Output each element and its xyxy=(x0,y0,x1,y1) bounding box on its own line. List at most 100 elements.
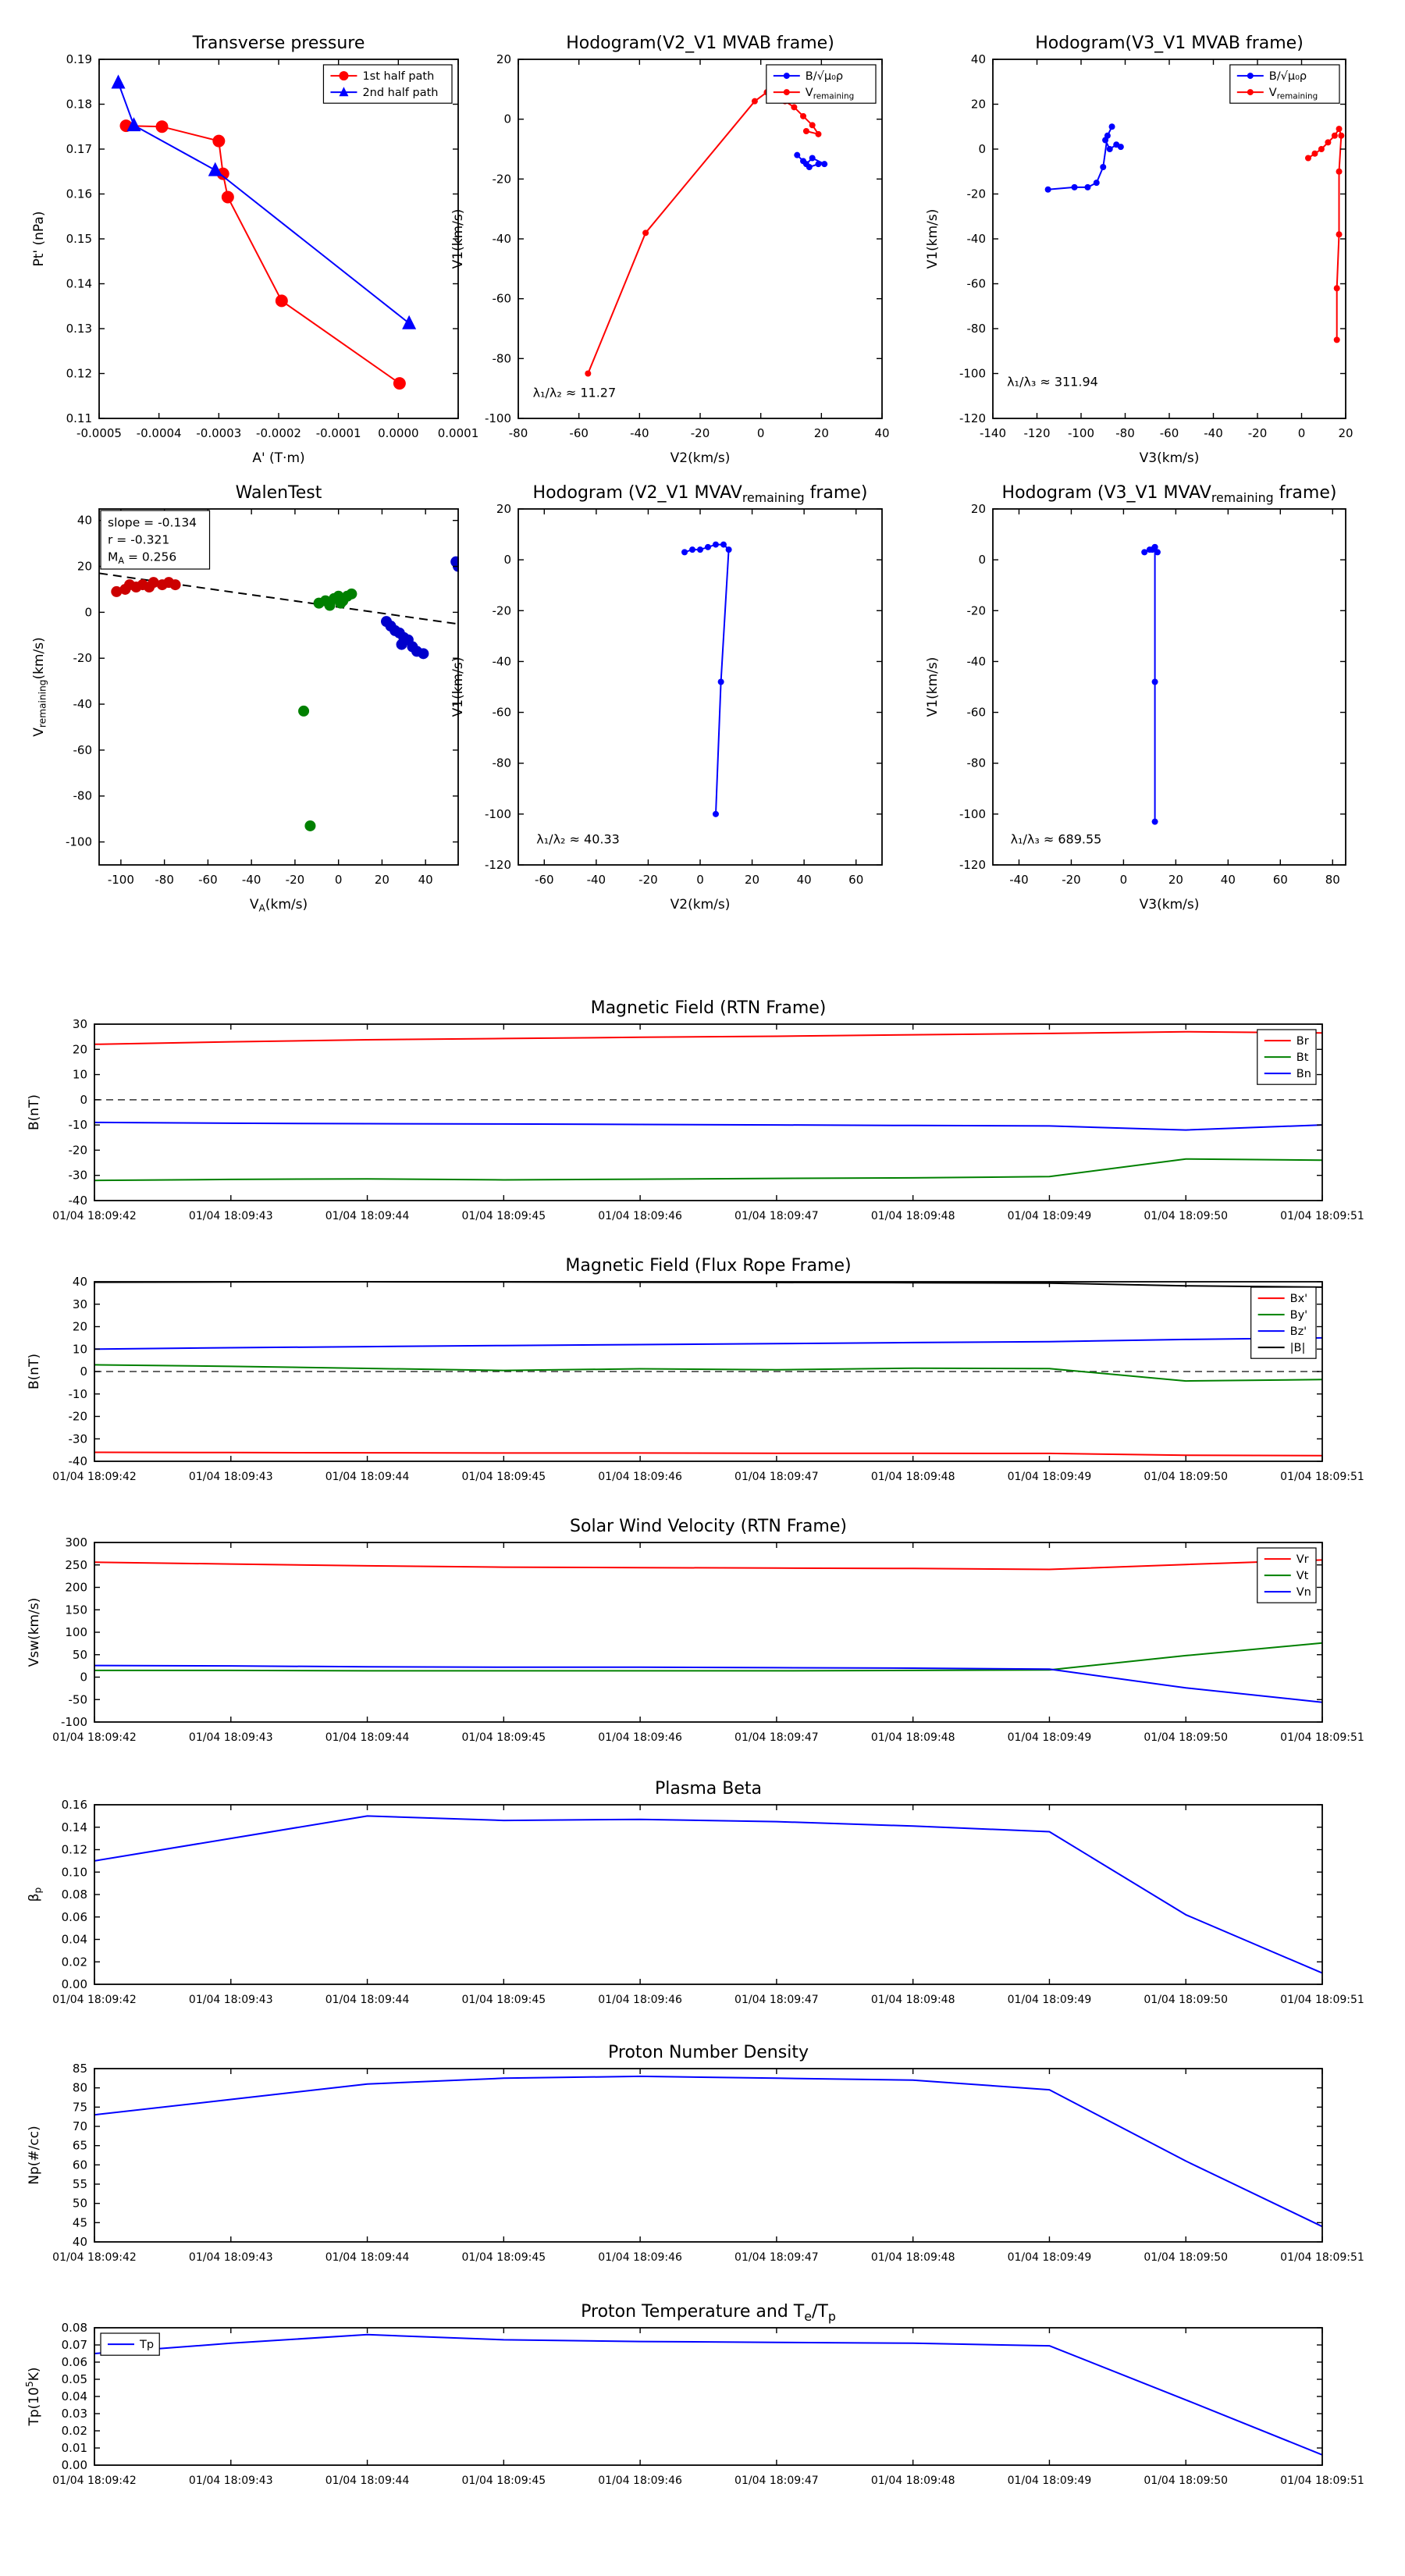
y-tick-label: 0.02 xyxy=(62,1955,87,1969)
legend-label: Vt xyxy=(1297,1570,1309,1582)
panel-transverse-pressure: -0.0005 -0.0004 -0.0003 -0.0002 -0.0001 0.000… xyxy=(31,34,478,466)
marker xyxy=(169,579,181,591)
y-axis-label: V1(km/s) xyxy=(925,209,941,269)
legend-label: Tp xyxy=(139,2339,154,2351)
y-tick-label: 20 xyxy=(496,52,511,66)
axes-ticks: 01/04 18:09:42 01/04 18:09:43 01/04 18:09:… xyxy=(52,2062,1364,2264)
eigenvalue-ratio-annotation: λ₁/λ₂ ≈ 11.27 xyxy=(533,385,617,400)
panel-title: WalenTest xyxy=(236,483,322,503)
axes-ticks: -0.0005 -0.0004 -0.0003 -0.0002 -0.0001 0.000… xyxy=(66,52,479,440)
x-tick-label: 01/04 18:09:48 xyxy=(871,1210,955,1222)
x-tick-label: 01/04 18:09:44 xyxy=(325,2475,410,2487)
y-tick-label: 150 xyxy=(65,1603,87,1617)
marker xyxy=(111,585,123,597)
series-group xyxy=(94,2075,1323,2228)
stats-box: slope = -0.134 r = -0.321 MA = 0.256 xyxy=(100,510,211,570)
y-tick-label: 10 xyxy=(73,1342,87,1356)
marker xyxy=(1154,549,1161,556)
x-tick-label: 60 xyxy=(1273,873,1288,887)
marker xyxy=(1100,164,1107,170)
y-tick-label: -10 xyxy=(69,1118,88,1132)
x-tick-label: 01/04 18:09:43 xyxy=(189,1731,273,1744)
x-axis-label: V3(km/s) xyxy=(1140,450,1200,466)
x-tick-label: 0 xyxy=(335,873,343,887)
marker xyxy=(216,167,229,180)
x-tick-label: 01/04 18:09:43 xyxy=(189,1471,273,1483)
x-tick-label: 01/04 18:09:50 xyxy=(1144,1471,1228,1483)
axes-frame xyxy=(94,1281,1323,1462)
y-tick-label: 0 xyxy=(80,1364,87,1379)
x-tick-label: 01/04 18:09:47 xyxy=(735,2475,819,2487)
marker xyxy=(1333,285,1340,292)
y-tick-label: -80 xyxy=(967,756,987,770)
x-tick-label: -0.0003 xyxy=(196,426,241,440)
y-axis-label: V1(km/s) xyxy=(925,657,941,717)
panel-hodogram-v2v1-mvav: -60 -40 -20 0 20 40 60 -120 -100 -80 -60 -40 -20 0 20 H… xyxy=(450,483,883,913)
panel-mag-rtn: 01/04 18:09:42 01/04 18:09:43 01/04 18:09:… xyxy=(27,998,1364,1222)
marker xyxy=(1304,155,1311,162)
y-tick-label: 0.14 xyxy=(66,277,92,291)
x-tick-label: 01/04 18:09:45 xyxy=(461,1210,546,1222)
x-tick-label: 20 xyxy=(1168,873,1183,887)
x-tick-label: 01/04 18:09:48 xyxy=(871,2251,955,2264)
panel-mag-fluxrope: 01/04 18:09:42 01/04 18:09:43 01/04 18:09:… xyxy=(27,1256,1364,1483)
legend-label: Bn xyxy=(1297,1068,1311,1080)
y-tick-label: 0.11 xyxy=(66,411,92,425)
y-axis-label: Vremaining(km/s) xyxy=(31,637,48,736)
x-tick-label: 0 xyxy=(696,873,704,887)
y-tick-label: 30 xyxy=(73,1297,87,1311)
x-tick-label: 20 xyxy=(814,426,829,440)
y-tick-label: 0.04 xyxy=(62,2389,87,2403)
marker xyxy=(1151,678,1158,685)
x-tick-label: 01/04 18:09:49 xyxy=(1008,1471,1092,1483)
y-tick-label: 0.01 xyxy=(62,2441,87,2455)
x-tick-label: 01/04 18:09:47 xyxy=(735,2251,819,2264)
axes-ticks: 01/04 18:09:42 01/04 18:09:43 01/04 18:09:… xyxy=(52,1275,1364,1483)
y-tick-label: -40 xyxy=(967,232,987,246)
y-tick-label: 0.04 xyxy=(62,1933,87,1947)
marker xyxy=(697,546,703,553)
y-tick-label: -40 xyxy=(967,654,987,668)
series-bz xyxy=(94,1336,1323,1350)
y-tick-label: 0 xyxy=(978,553,986,567)
x-tick-label: 01/04 18:09:46 xyxy=(598,1994,682,2006)
marker xyxy=(1318,146,1325,152)
y-tick-label: -120 xyxy=(959,858,986,872)
marker xyxy=(396,639,407,650)
legend-label: 2nd half path xyxy=(362,87,438,99)
panel-title: Magnetic Field (RTN Frame) xyxy=(591,998,827,1018)
panel-vsw-rtn: 01/04 18:09:42 01/04 18:09:43 01/04 18:09:… xyxy=(27,1517,1364,1744)
marker xyxy=(1338,132,1345,139)
y-tick-label: 30 xyxy=(73,1017,87,1031)
series-group xyxy=(111,74,417,390)
marker xyxy=(148,577,159,589)
x-tick-label: 20 xyxy=(375,873,389,887)
series-group xyxy=(681,541,732,817)
axes-ticks: 01/04 18:09:42 01/04 18:09:43 01/04 18:09:… xyxy=(52,1535,1364,1744)
marker xyxy=(783,89,790,96)
stats-line: slope = -0.134 xyxy=(108,516,197,530)
panel-title: Hodogram (V2_V1 MVAVremaining frame) xyxy=(533,483,868,505)
x-tick-label: 01/04 18:09:47 xyxy=(735,1471,819,1483)
panel-proton-temp: 01/04 18:09:42 01/04 18:09:43 01/04 18:09:… xyxy=(24,2302,1364,2487)
marker xyxy=(418,648,429,660)
x-tick-label: -0.0002 xyxy=(256,426,301,440)
y-tick-label: 85 xyxy=(73,2062,87,2076)
panel-proton-density: 01/04 18:09:42 01/04 18:09:43 01/04 18:09:… xyxy=(27,2043,1364,2264)
x-tick-label: 80 xyxy=(1325,873,1340,887)
x-tick-label: 01/04 18:09:46 xyxy=(598,2251,682,2264)
x-axis-label: V2(km/s) xyxy=(670,450,731,466)
x-tick-label: -40 xyxy=(630,426,649,440)
axes-frame xyxy=(94,1542,1323,1723)
x-tick-label: 40 xyxy=(874,426,889,440)
x-tick-label: 01/04 18:09:44 xyxy=(325,2251,410,2264)
x-tick-label: 01/04 18:09:44 xyxy=(325,1731,410,1744)
marker xyxy=(821,161,828,168)
marker xyxy=(1331,132,1338,139)
y-tick-label: 40 xyxy=(77,514,92,528)
y-tick-label: -20 xyxy=(73,651,93,665)
x-tick-label: -80 xyxy=(155,873,174,887)
marker xyxy=(751,98,758,105)
